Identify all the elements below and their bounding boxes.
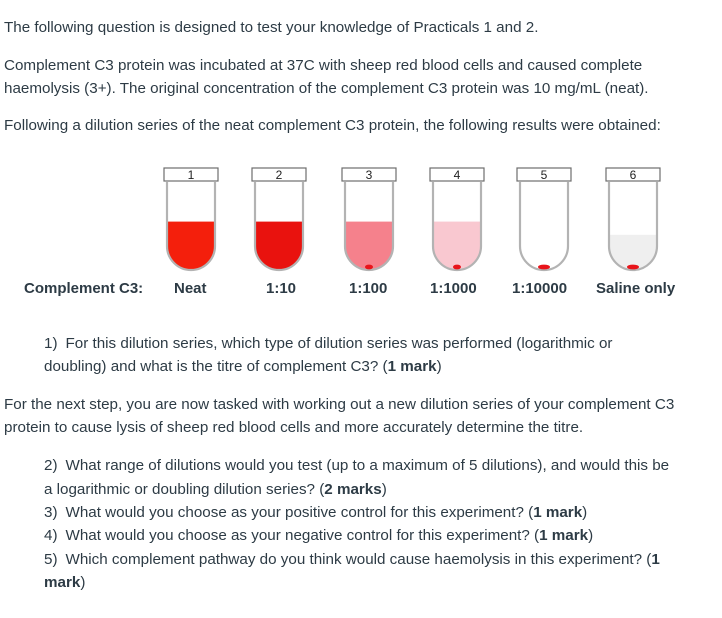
question-5-end: )	[80, 574, 86, 591]
question-4-number: 4)	[44, 527, 58, 544]
tube-1-liquid	[167, 221, 215, 270]
next-step-line-1: For the next step, you are now tasked wi…	[4, 396, 675, 413]
intro-line-1: The following question is designed to te…	[4, 19, 539, 36]
question-2-end: )	[381, 481, 387, 498]
question-2-marks: 2 marks	[324, 481, 382, 498]
tube-6: 6	[605, 166, 661, 276]
tube-5: 5	[516, 166, 572, 276]
question-5-line-1: 5) Which complement pathway do you think …	[44, 549, 660, 571]
question-2-text-a: What range of dilutions would you test (…	[65, 457, 670, 474]
tube-2-outline	[253, 182, 305, 272]
question-1-marks: 1 mark	[387, 358, 437, 375]
tube-5-number: 5	[541, 168, 548, 182]
question-3: 3) What would you choose as your positive…	[44, 502, 587, 524]
tube-1-number: 1	[188, 168, 195, 182]
question-1-text-b: doubling) and what is the titre of compl…	[44, 358, 388, 375]
tube-1: 1	[163, 166, 219, 276]
question-2-number: 2)	[44, 457, 58, 474]
tube-3-liquid	[345, 221, 393, 270]
question-3-marks: 1 mark	[533, 504, 583, 521]
tube-3-outline	[343, 182, 395, 272]
question-5-marks: 1	[651, 551, 660, 568]
tube-4-number: 4	[454, 168, 461, 182]
dilution-label-saline: Saline only	[596, 280, 676, 297]
question-3-end: )	[582, 504, 588, 521]
question-2-line-1: 2) What range of dilutions would you test…	[44, 455, 669, 477]
row-title-label: Complement C3:	[24, 280, 144, 297]
tube-6-cap	[605, 167, 661, 182]
tube-4: 4	[429, 166, 485, 276]
tube-2-cap	[251, 167, 307, 182]
question-4-text: What would you choose as your negative c…	[65, 527, 540, 544]
question-1-number: 1)	[44, 335, 58, 352]
question-1-line-2: doubling) and what is the titre of compl…	[44, 356, 442, 378]
tube-2: 2	[251, 166, 307, 276]
tube-3-number: 3	[366, 168, 373, 182]
tube-4-liquid	[433, 221, 481, 270]
dilution-label-neat: Neat	[174, 280, 207, 297]
question-2-text-b: a logarithmic or doubling dilution serie…	[44, 481, 325, 498]
tube-5-outline	[518, 182, 570, 272]
tube-2-number: 2	[276, 168, 283, 182]
tube-2-liquid	[255, 221, 303, 270]
question-4: 4) What would you choose as your negative…	[44, 525, 593, 547]
tube-3-cap	[341, 167, 397, 182]
question-1-line-1: 1) For this dilution series, which type o…	[44, 333, 613, 355]
question-4-end: )	[588, 527, 594, 544]
tube-6-number: 6	[630, 168, 637, 182]
dilution-label-1-1000: 1:1000	[430, 280, 477, 297]
tube-5-cap	[516, 167, 572, 182]
tube-4-cap	[429, 167, 485, 182]
question-3-number: 3)	[44, 504, 58, 521]
next-step-line-2: protein to cause lysis of sheep red bloo…	[4, 419, 584, 436]
question-4-marks: 1 mark	[539, 527, 589, 544]
question-2-line-2: a logarithmic or doubling dilution serie…	[44, 479, 387, 501]
dilution-label-1-100: 1:100	[349, 280, 388, 297]
question-1-end: )	[436, 358, 442, 375]
dilution-labels: Complement C3: Neat 1:10 1:100 1:1000 1:…	[0, 280, 722, 304]
tube-4-pellet	[453, 264, 461, 270]
tube-5-pellet	[538, 264, 550, 270]
tube-3-pellet	[365, 264, 373, 270]
intro-line-3: Following a dilution series of the neat …	[4, 117, 661, 134]
dilution-label-1-10000: 1:10000	[512, 280, 568, 297]
tube-3: 3	[341, 166, 397, 276]
question-5-text: Which complement pathway do you think wo…	[65, 551, 652, 568]
dilution-label-1-10: 1:10	[266, 280, 297, 297]
dilution-tubes-figure: 1 2 3 4 5 6	[0, 166, 722, 276]
tube-4-outline	[431, 182, 483, 272]
intro-line-2b: haemolysis (3+). The original concentrat…	[4, 80, 649, 97]
tube-1-cap	[163, 167, 219, 182]
intro-line-2a: Complement C3 protein was incubated at 3…	[4, 57, 643, 74]
question-1-text-a: For this dilution series, which type of …	[65, 335, 613, 352]
question-5-number: 5)	[44, 551, 58, 568]
question-5-line-2: mark)	[44, 572, 85, 594]
tube-6-pellet	[627, 264, 639, 270]
question-5-marks-cont: mark	[44, 574, 81, 591]
tube-1-outline	[165, 182, 217, 272]
question-3-text: What would you choose as your positive c…	[65, 504, 534, 521]
tube-6-outline	[607, 182, 659, 272]
